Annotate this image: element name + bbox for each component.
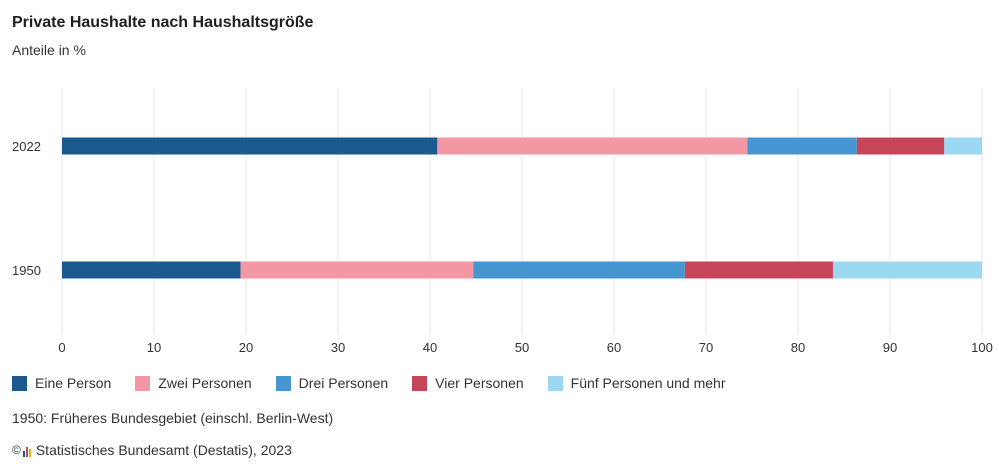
y-category-label: 2022 xyxy=(12,139,41,154)
footnote: 1950: Früheres Bundesgebiet (einschl. Be… xyxy=(12,410,334,426)
x-tick-label: 100 xyxy=(971,340,993,355)
legend-item-drei-personen[interactable]: Drei Personen xyxy=(275,375,389,391)
legend-swatch xyxy=(135,375,151,391)
legend-item-fuenf-personen[interactable]: Fünf Personen und mehr xyxy=(547,375,726,391)
bar-segment xyxy=(832,261,982,279)
bar-chart: 0 10 20 30 40 50 60 70 80 90 100 2022 1950 xyxy=(12,88,993,355)
bar-segment xyxy=(747,137,857,155)
chart-title: Private Haushalte nach Haushaltsgröße xyxy=(12,14,314,31)
chart-subtitle: Anteile in % xyxy=(12,42,86,58)
legend-item-zwei-personen[interactable]: Zwei Personen xyxy=(135,375,252,391)
bar-segment xyxy=(437,137,748,155)
x-tick-label: 70 xyxy=(699,340,713,355)
legend-label: Vier Personen xyxy=(435,375,524,391)
x-tick-label: 0 xyxy=(58,340,65,355)
legend-swatch xyxy=(547,375,563,391)
bar-segment xyxy=(240,261,474,279)
bar-segment xyxy=(684,261,833,279)
legend-swatch xyxy=(275,375,291,391)
x-tick-label: 20 xyxy=(239,340,253,355)
x-tick-label: 40 xyxy=(423,340,437,355)
legend-label: Zwei Personen xyxy=(158,375,252,391)
x-tick-label: 80 xyxy=(791,340,805,355)
legend-swatch xyxy=(12,375,27,391)
legend-label: Drei Personen xyxy=(298,375,389,391)
bar-segment xyxy=(473,261,685,279)
bar-segment xyxy=(856,137,945,155)
x-tick-label: 30 xyxy=(331,340,345,355)
legend-label: Eine Person xyxy=(35,375,112,391)
legend-swatch xyxy=(412,375,428,391)
y-category-label: 1950 xyxy=(12,263,41,278)
source-text: Statistisches Bundesamt (Destatis), 2023 xyxy=(35,442,292,458)
source-line: © Statistisches Bundesamt (Destatis), 20… xyxy=(12,442,292,458)
legend-item-vier-personen[interactable]: Vier Personen xyxy=(412,375,524,391)
legend-item-eine-person[interactable]: Eine Person xyxy=(12,375,111,391)
bar-segment xyxy=(62,261,241,279)
bar-segment xyxy=(62,137,438,155)
bar-segment xyxy=(944,137,982,155)
x-tick-label: 50 xyxy=(515,340,529,355)
chart-legend: Eine Person Zwei Personen Drei Personen … xyxy=(12,375,750,391)
destatis-logo-icon: © xyxy=(12,443,32,457)
copyright-symbol: © xyxy=(12,443,21,457)
x-tick-label: 10 xyxy=(147,340,161,355)
x-tick-label: 90 xyxy=(883,340,897,355)
legend-label: Fünf Personen und mehr xyxy=(570,375,726,391)
x-tick-label: 60 xyxy=(607,340,621,355)
